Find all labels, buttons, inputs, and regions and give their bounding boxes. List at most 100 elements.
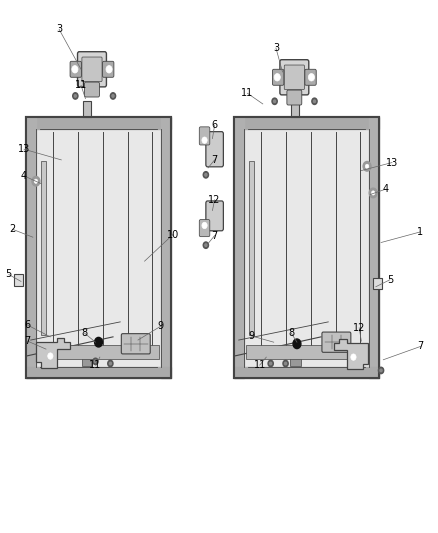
Bar	[83, 101, 91, 117]
Text: 5: 5	[6, 270, 12, 279]
FancyBboxPatch shape	[199, 127, 210, 145]
FancyBboxPatch shape	[322, 332, 351, 352]
FancyBboxPatch shape	[284, 65, 304, 90]
Bar	[234, 117, 379, 378]
Text: 11: 11	[241, 88, 254, 98]
Circle shape	[74, 95, 76, 97]
Circle shape	[95, 360, 96, 362]
Circle shape	[110, 362, 111, 365]
FancyBboxPatch shape	[206, 132, 223, 167]
Polygon shape	[26, 117, 36, 378]
Text: 11: 11	[89, 360, 102, 370]
Circle shape	[203, 242, 208, 248]
Text: 12: 12	[353, 323, 365, 333]
Circle shape	[378, 367, 384, 374]
Circle shape	[72, 66, 78, 73]
FancyBboxPatch shape	[206, 201, 223, 231]
FancyBboxPatch shape	[121, 334, 150, 354]
Circle shape	[274, 100, 276, 102]
Text: 8: 8	[288, 328, 294, 338]
Text: 7: 7	[25, 336, 31, 346]
Circle shape	[205, 244, 207, 246]
Circle shape	[106, 66, 112, 73]
FancyBboxPatch shape	[199, 220, 210, 237]
Bar	[14, 274, 23, 286]
Circle shape	[308, 74, 314, 81]
Circle shape	[205, 174, 207, 176]
FancyBboxPatch shape	[234, 117, 379, 378]
Circle shape	[272, 98, 277, 104]
Polygon shape	[234, 117, 379, 129]
Bar	[41, 161, 46, 335]
Polygon shape	[334, 339, 368, 369]
Circle shape	[203, 172, 208, 178]
Polygon shape	[234, 367, 379, 378]
FancyBboxPatch shape	[81, 356, 92, 366]
Text: 11: 11	[75, 80, 87, 90]
Polygon shape	[26, 367, 171, 378]
Circle shape	[285, 362, 286, 365]
FancyBboxPatch shape	[26, 117, 171, 378]
Circle shape	[363, 161, 371, 171]
Text: 9: 9	[158, 321, 164, 331]
Circle shape	[369, 188, 377, 198]
Circle shape	[314, 100, 315, 102]
Circle shape	[371, 191, 375, 195]
Polygon shape	[234, 117, 244, 378]
Bar	[246, 345, 367, 359]
Circle shape	[274, 74, 280, 81]
Text: 4: 4	[382, 184, 389, 194]
Text: 1: 1	[417, 227, 424, 237]
Text: 9: 9	[248, 331, 254, 341]
Circle shape	[93, 358, 98, 365]
Text: 6: 6	[212, 120, 218, 130]
Text: 13: 13	[386, 158, 398, 167]
Polygon shape	[369, 117, 379, 378]
Circle shape	[48, 353, 53, 359]
Bar	[249, 161, 254, 335]
Text: 2: 2	[9, 224, 15, 234]
FancyBboxPatch shape	[272, 69, 284, 85]
Text: 4: 4	[21, 171, 27, 181]
Circle shape	[73, 93, 78, 99]
Text: 7: 7	[212, 231, 218, 240]
Polygon shape	[36, 338, 70, 368]
Circle shape	[268, 360, 273, 367]
FancyBboxPatch shape	[290, 356, 300, 366]
Bar	[291, 101, 299, 117]
Circle shape	[34, 179, 38, 183]
FancyBboxPatch shape	[102, 61, 114, 77]
Circle shape	[32, 176, 40, 186]
Text: 11: 11	[254, 360, 266, 370]
Text: 3: 3	[273, 43, 279, 53]
Circle shape	[380, 369, 382, 372]
Circle shape	[312, 98, 317, 104]
Circle shape	[351, 354, 356, 360]
Circle shape	[202, 222, 207, 229]
Text: 6: 6	[25, 320, 31, 330]
Circle shape	[202, 137, 207, 143]
Text: 12: 12	[208, 195, 221, 205]
FancyBboxPatch shape	[70, 61, 81, 77]
Bar	[373, 278, 382, 289]
Bar	[26, 117, 171, 378]
Polygon shape	[26, 117, 171, 129]
Text: 10: 10	[167, 230, 179, 239]
Text: 7: 7	[212, 155, 218, 165]
Text: 13: 13	[18, 144, 30, 154]
Bar	[38, 345, 159, 359]
FancyBboxPatch shape	[82, 57, 102, 82]
Circle shape	[270, 362, 272, 365]
FancyBboxPatch shape	[287, 90, 302, 105]
FancyBboxPatch shape	[78, 52, 106, 87]
Text: 7: 7	[417, 342, 424, 351]
Polygon shape	[161, 117, 171, 378]
Circle shape	[95, 337, 102, 347]
Text: 3: 3	[56, 25, 62, 34]
FancyBboxPatch shape	[85, 82, 99, 97]
Circle shape	[365, 164, 369, 168]
FancyBboxPatch shape	[305, 69, 316, 85]
Circle shape	[283, 360, 288, 367]
Text: 8: 8	[81, 328, 88, 338]
Text: 5: 5	[387, 275, 393, 285]
